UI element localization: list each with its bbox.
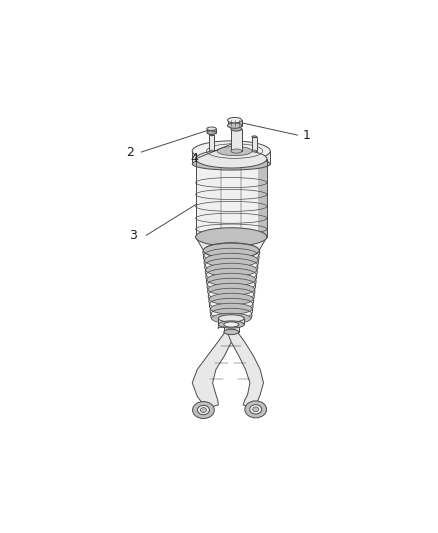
Bar	[224, 325, 239, 332]
Ellipse shape	[219, 321, 244, 328]
Ellipse shape	[206, 263, 257, 277]
Ellipse shape	[231, 149, 242, 153]
Polygon shape	[192, 332, 235, 408]
Polygon shape	[196, 237, 267, 251]
Ellipse shape	[252, 136, 257, 138]
Ellipse shape	[217, 147, 252, 156]
Ellipse shape	[224, 322, 239, 327]
Ellipse shape	[203, 243, 259, 259]
Ellipse shape	[252, 150, 257, 152]
Text: 1: 1	[303, 128, 311, 142]
Ellipse shape	[203, 243, 259, 258]
Ellipse shape	[210, 303, 252, 314]
Ellipse shape	[219, 315, 244, 322]
Bar	[209, 135, 214, 151]
Ellipse shape	[207, 273, 256, 286]
Ellipse shape	[209, 150, 214, 152]
Bar	[207, 129, 216, 133]
Ellipse shape	[196, 228, 267, 246]
Ellipse shape	[227, 123, 242, 128]
Ellipse shape	[208, 283, 254, 295]
Ellipse shape	[207, 131, 216, 134]
Ellipse shape	[231, 127, 242, 131]
Ellipse shape	[245, 401, 267, 418]
Bar	[219, 318, 244, 325]
Ellipse shape	[224, 329, 239, 335]
Bar	[196, 159, 267, 237]
Ellipse shape	[209, 293, 253, 305]
Ellipse shape	[192, 141, 270, 161]
Ellipse shape	[193, 401, 214, 418]
Ellipse shape	[196, 150, 267, 168]
Ellipse shape	[207, 127, 216, 131]
Polygon shape	[227, 332, 264, 408]
Ellipse shape	[227, 117, 242, 123]
Ellipse shape	[192, 158, 270, 170]
Bar	[227, 120, 242, 126]
Bar	[258, 159, 267, 237]
Ellipse shape	[250, 405, 261, 414]
Ellipse shape	[198, 406, 209, 415]
Bar	[192, 151, 270, 164]
Text: 2: 2	[126, 146, 134, 158]
Text: 3: 3	[130, 229, 137, 242]
Ellipse shape	[201, 408, 206, 413]
Ellipse shape	[253, 407, 259, 411]
Ellipse shape	[212, 313, 251, 324]
Bar	[252, 137, 257, 151]
Ellipse shape	[205, 253, 258, 267]
Bar	[231, 129, 242, 151]
Ellipse shape	[209, 134, 214, 135]
Text: 4: 4	[191, 152, 198, 165]
